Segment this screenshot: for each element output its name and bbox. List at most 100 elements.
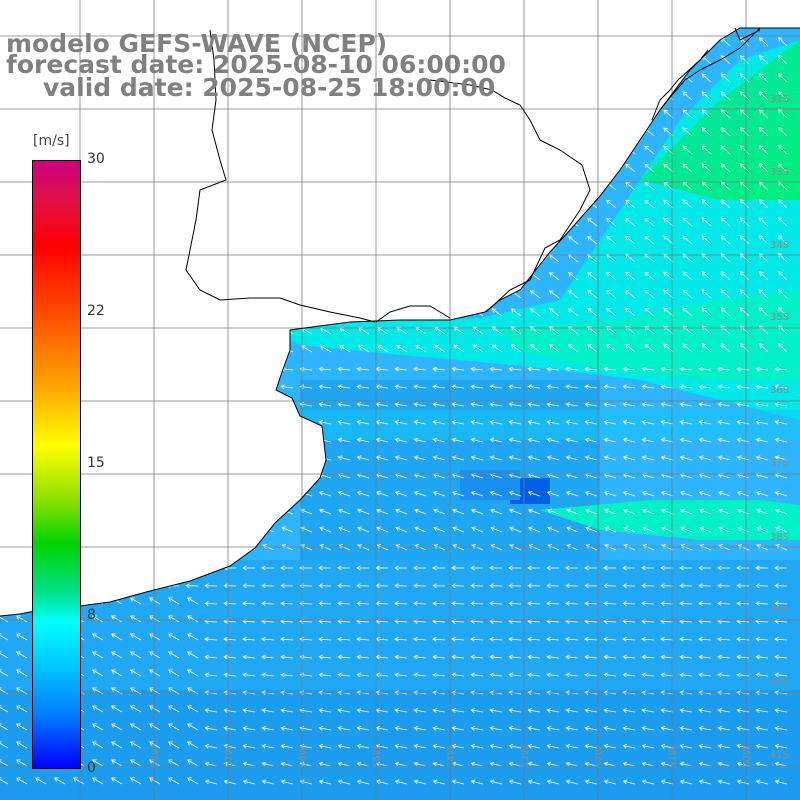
wind-arrow: [472, 272, 484, 281]
wind-arrow: [415, 146, 427, 155]
wind-arrow: [414, 508, 427, 515]
wind-arrow: [682, 145, 693, 155]
wind-arrow: [148, 256, 161, 263]
wind-arrow: [15, 508, 28, 515]
wind-arrow: [205, 28, 218, 29]
wind-arrow: [262, 327, 275, 335]
wind-arrow: [739, 199, 750, 209]
wind-arrow: [302, 4, 312, 10]
wind-arrow: [586, 128, 598, 137]
wind-arrow: [679, 761, 693, 767]
wind-arrow: [413, 366, 427, 372]
wind-arrow: [453, 146, 465, 155]
wind-arrow: [415, 218, 427, 227]
wind-arrow: [300, 129, 313, 137]
wind-arrow: [261, 419, 275, 425]
wind-arrow: [14, 565, 28, 571]
wind-arrow: [167, 238, 180, 245]
wind-arrow: [642, 526, 655, 533]
wind-arrow: [224, 345, 237, 353]
wind-arrow: [377, 237, 389, 245]
wind-arrow: [434, 38, 446, 47]
wind-arrow: [356, 583, 370, 589]
wind-arrow: [377, 345, 389, 353]
wind-arrow: [434, 200, 446, 209]
wind-arrow: [736, 419, 750, 425]
wind-arrow: [453, 128, 465, 137]
wind-arrow: [185, 384, 199, 390]
wind-arrow: [15, 328, 28, 335]
wind-arrow: [453, 28, 465, 29]
wind-arrow: [584, 402, 598, 407]
wind-arrow: [186, 759, 199, 767]
wind-arrow: [510, 164, 522, 173]
wind-arrow: [90, 490, 104, 497]
wind-arrow: [300, 201, 313, 209]
wind-arrow: [242, 601, 256, 606]
wind-arrow: [548, 200, 560, 209]
wind-arrow: [567, 272, 579, 281]
wind-arrow: [129, 130, 142, 137]
wind-arrow: [510, 146, 522, 155]
wind-arrow: [15, 220, 28, 227]
wind-arrow: [682, 343, 693, 353]
wind-arrow: [529, 344, 541, 353]
wind-arrow: [644, 91, 655, 101]
wind-arrow: [584, 743, 598, 749]
wind-arrow: [755, 455, 769, 461]
wind-arrow: [205, 345, 218, 353]
wind-arrow: [586, 308, 598, 317]
wind-arrow: [548, 272, 560, 281]
wind-arrow: [281, 165, 294, 173]
wind-arrow: [774, 654, 788, 660]
wind-arrow: [395, 508, 408, 515]
wind-arrow: [91, 130, 104, 137]
wind-arrow: [415, 38, 427, 47]
wind-arrow: [755, 490, 769, 497]
wind-arrow: [0, 94, 9, 101]
wind-arrow: [717, 437, 731, 443]
wind-arrow: [15, 256, 28, 263]
wind-arrow: [622, 636, 636, 642]
wind-arrow: [529, 236, 541, 245]
wind-arrow: [413, 654, 427, 660]
wind-arrow: [774, 455, 788, 461]
wind-arrow: [470, 743, 484, 749]
wind-arrow: [186, 651, 199, 659]
wind-arrow: [548, 110, 560, 119]
wind-arrow: [223, 761, 237, 767]
wind-arrow: [148, 777, 161, 785]
wind-arrow: [91, 508, 104, 515]
wind-arrow: [777, 235, 788, 245]
wind-arrow: [679, 402, 693, 407]
wind-arrow: [644, 235, 655, 245]
wind-arrow: [758, 289, 769, 299]
wind-arrow: [606, 217, 617, 227]
wind-arrow: [546, 419, 560, 425]
wind-arrow: [338, 526, 351, 533]
wind-arrow: [508, 366, 522, 372]
wind-arrow: [644, 307, 655, 317]
wind-arrow: [413, 419, 427, 425]
wind-arrow: [432, 490, 446, 497]
wind-arrow: [739, 91, 750, 101]
wind-arrow: [281, 147, 294, 155]
wind-arrow: [472, 200, 484, 209]
wind-arrow: [720, 289, 731, 299]
wind-arrow: [377, 219, 389, 227]
wind-arrow: [529, 92, 541, 101]
wind-arrow: [736, 636, 750, 642]
wind-arrow: [510, 128, 522, 137]
wind-arrow: [641, 437, 655, 443]
colorbar-tick: 22: [87, 303, 105, 319]
wind-arrow: [660, 743, 674, 749]
wind-arrow: [774, 672, 788, 678]
wind-arrow: [546, 761, 560, 767]
wind-arrow: [129, 274, 142, 281]
wind-arrow: [0, 328, 9, 335]
wind-arrow: [641, 402, 655, 407]
wind-arrow: [546, 455, 560, 461]
wind-arrow: [186, 508, 199, 515]
wind-arrow: [641, 761, 655, 767]
wind-arrow: [281, 201, 294, 209]
